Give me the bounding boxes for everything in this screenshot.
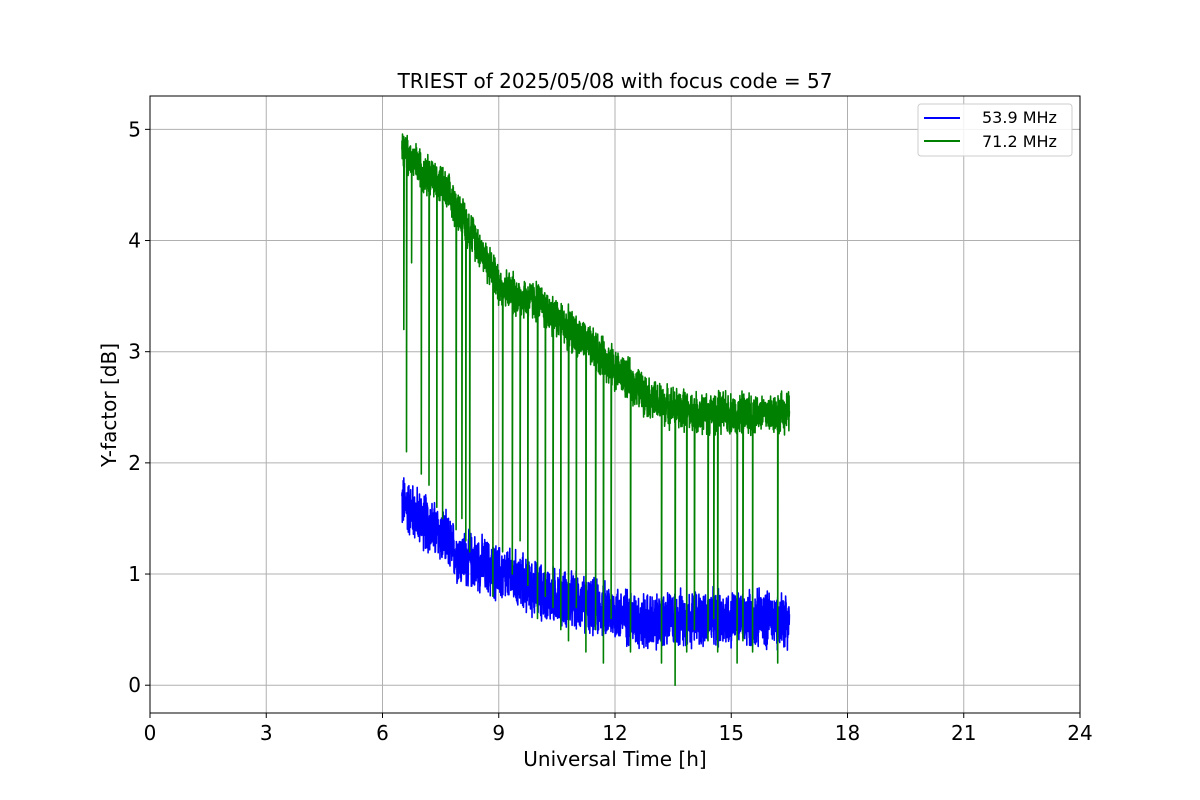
x-tick-label: 6 [376,721,389,745]
y-tick-label: 5 [128,117,141,141]
y-tick-label: 3 [128,340,141,364]
x-tick-label: 18 [835,721,860,745]
legend: 53.9 MHz 71.2 MHz [917,103,1073,157]
x-tick-label: 24 [1067,721,1092,745]
x-tick-label: 12 [602,721,627,745]
legend-label-series-1: 53.9 MHz [982,108,1057,127]
y-axis-label: Y-factor [dB] [97,343,121,468]
series-layer [401,133,791,686]
y-tick-label: 1 [128,562,141,586]
series-line-2 [401,133,791,686]
y-tick-label: 4 [128,229,141,253]
x-axis-label: Universal Time [h] [523,747,706,771]
x-tick-label: 21 [951,721,976,745]
x-tick-label: 0 [144,721,157,745]
x-tick-label: 9 [492,721,505,745]
x-tick-label: 3 [260,721,273,745]
legend-label-series-2: 71.2 MHz [982,132,1057,151]
chart-title: TRIEST of 2025/05/08 with focus code = 5… [397,69,833,93]
y-tick-label: 0 [128,673,141,697]
x-tick-label: 15 [719,721,744,745]
y-tick-label: 2 [128,451,141,475]
